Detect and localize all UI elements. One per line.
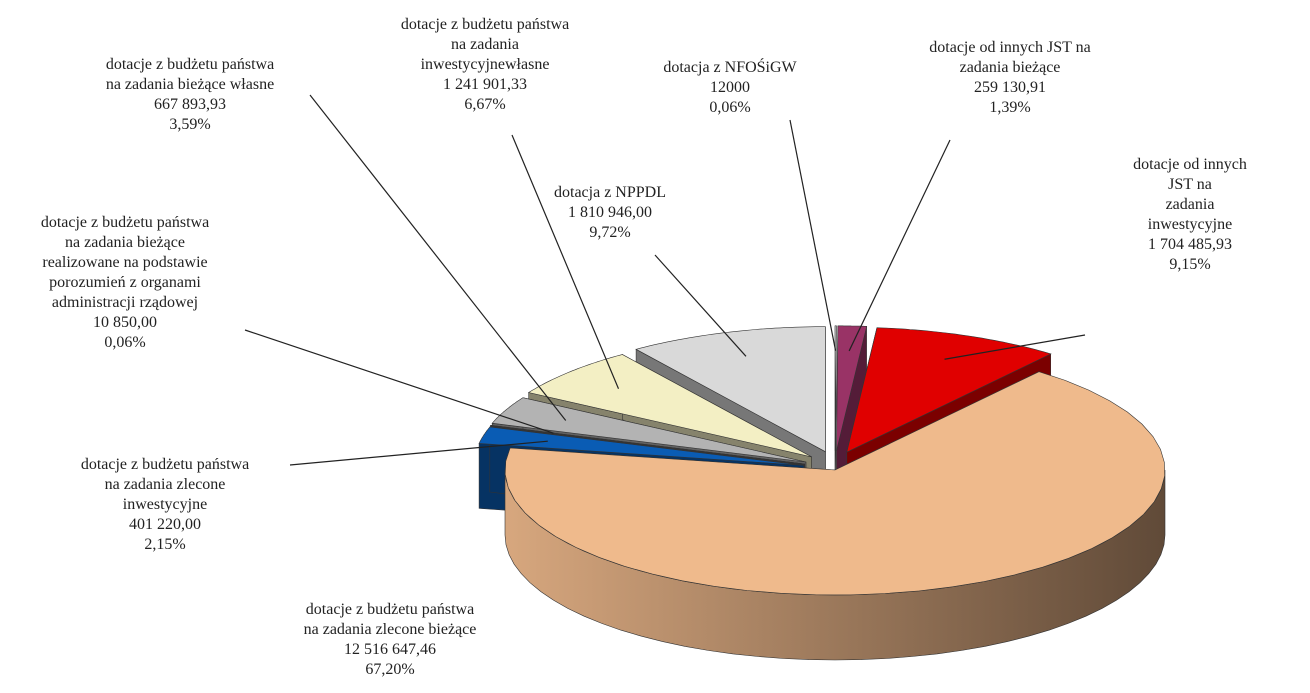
slice — [504, 371, 1166, 661]
value-label: 401 220,00 — [129, 516, 201, 533]
percent-label: 9,72% — [589, 224, 631, 241]
slice-label: dotacje od innych JST na zadania bieżące… — [929, 38, 1090, 118]
category-name: dotacje z budżetu państwa na zadania bie… — [40, 214, 210, 311]
category-name: dotacje od innych JST na zadania inwesty… — [1133, 156, 1247, 233]
slice-top — [834, 325, 837, 451]
leader-line — [289, 440, 548, 466]
value-label: 1 704 485,93 — [1148, 236, 1232, 253]
leader-line — [789, 119, 837, 351]
leader-line — [244, 329, 554, 434]
slice-label: dotacje od innych JST na zadania inwesty… — [1130, 155, 1250, 275]
slice-label: dotacja z NFOŚiGW 12000 0,06% — [663, 58, 796, 118]
percent-label: 0,06% — [104, 334, 146, 351]
slice-label: dotacja z NPPDL 1 810 946,00 9,72% — [554, 183, 666, 243]
percent-label: 9,15% — [1169, 256, 1211, 273]
category-name: dotacje z budżetu państwa na zadania bie… — [105, 56, 275, 93]
slice-label: dotacje z budżetu państwa na zadania inw… — [401, 15, 569, 115]
percent-label: 1,39% — [989, 99, 1031, 116]
leader-line — [654, 254, 747, 357]
percent-label: 67,20% — [365, 661, 415, 678]
slice-top — [635, 326, 826, 453]
slice-label: dotacje z budżetu państwa na zadania zle… — [81, 455, 249, 555]
value-label: 12000 — [710, 79, 750, 96]
slice-label: dotacje z budżetu państwa na zadania zle… — [304, 600, 477, 680]
percent-label: 0,06% — [709, 99, 751, 116]
value-label: 1 241 901,33 — [443, 76, 527, 93]
leader-line — [944, 334, 1086, 360]
percent-label: 3,59% — [169, 116, 211, 133]
category-name: dotacja z NFOŚiGW — [663, 59, 797, 76]
percent-label: 6,67% — [464, 96, 506, 113]
leader-line — [511, 134, 620, 389]
category-name: dotacje od innych JST na zadania bieżące — [929, 39, 1091, 76]
slice-top — [504, 371, 1166, 596]
slice-top — [836, 325, 868, 451]
value-label: 10 850,00 — [93, 314, 157, 331]
leader-line — [309, 94, 567, 421]
category-name: dotacje z budżetu państwa na zadania zle… — [80, 456, 250, 513]
value-label: 667 893,93 — [154, 96, 226, 113]
value-label: 259 130,91 — [973, 79, 1046, 96]
value-label: 1 810 946,00 — [567, 204, 652, 221]
slice-top — [490, 425, 805, 465]
slice-top — [846, 327, 1052, 453]
category-name: dotacje z budżetu państwa na zadania zle… — [303, 601, 477, 638]
slice-top — [478, 426, 804, 466]
value-label: 12 516 647,46 — [343, 641, 436, 658]
category-name: dotacje z budżetu państwa na zadania inw… — [400, 16, 570, 73]
percent-label: 2,15% — [144, 536, 186, 553]
leader-line — [848, 139, 951, 352]
category-name: dotacja z NPPDL — [554, 184, 666, 201]
slice-label: dotacje z budżetu państwa na zadania bie… — [106, 55, 274, 135]
slice-top — [491, 397, 806, 463]
slice-label: dotacje z budżetu państwa na zadania bie… — [41, 213, 209, 353]
